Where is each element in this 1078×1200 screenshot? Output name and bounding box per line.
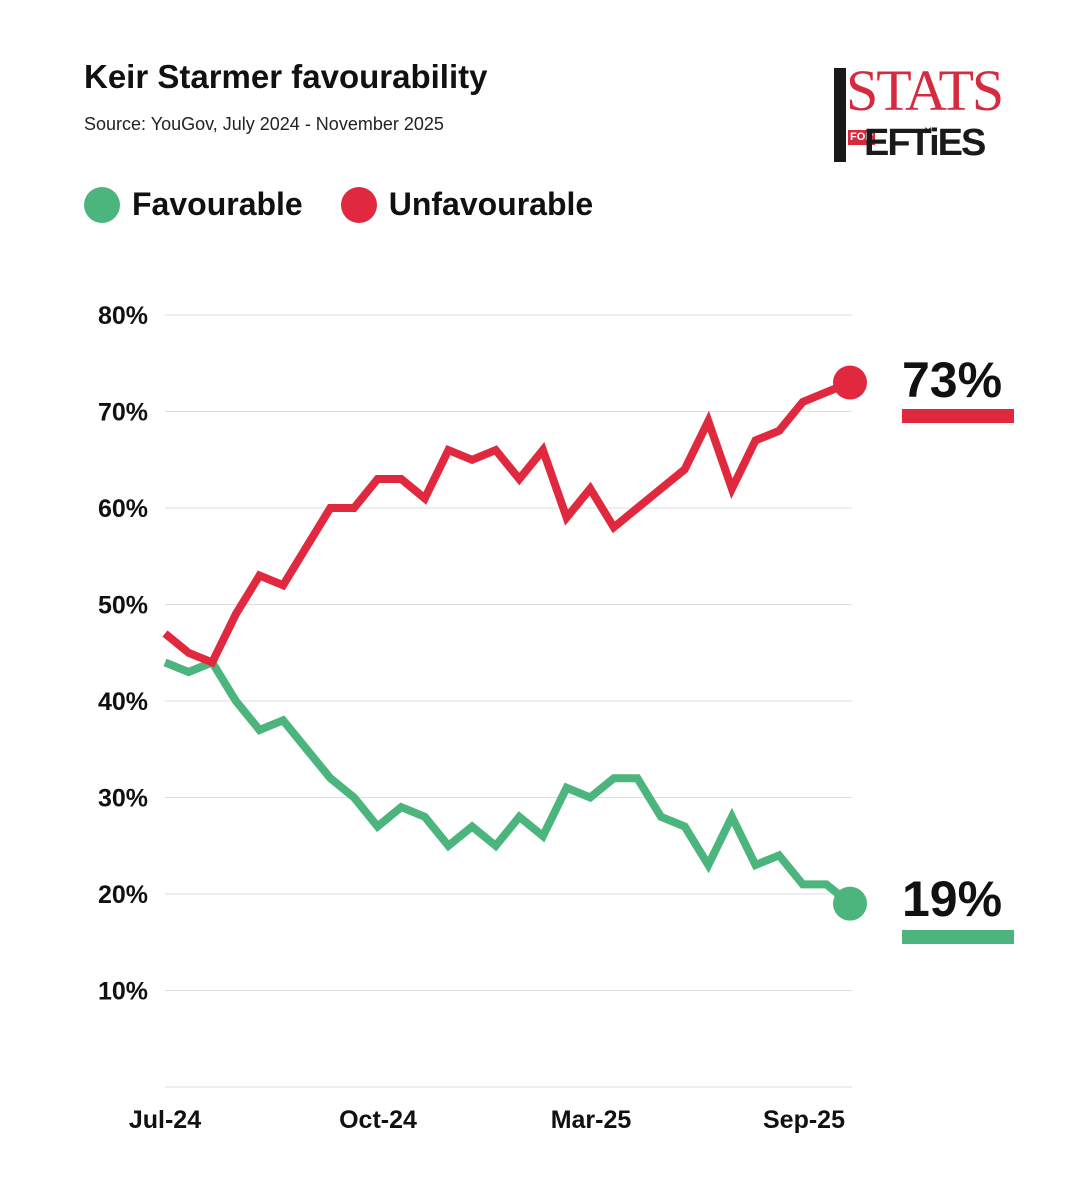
y-tick-label: 50% xyxy=(98,592,148,620)
legend-label-unfavourable: Unfavourable xyxy=(388,186,594,222)
end-underline-unfavourable xyxy=(902,408,1014,423)
legend: Favourable Unfavourable xyxy=(84,186,631,223)
series-end-dot-unfavourable xyxy=(833,365,867,400)
y-tick-label: 10% xyxy=(98,978,148,1006)
stats-for-lefties-logo: STATS FOR EFTiES × xyxy=(834,62,1004,164)
y-tick-label: 60% xyxy=(98,495,148,523)
logo-for-text: FOR xyxy=(848,130,876,145)
y-tick-label: 40% xyxy=(98,688,148,716)
legend-dot-unfavourable xyxy=(340,186,377,223)
logo-bottom-text: EFTiES xyxy=(864,122,986,164)
legend-dot-favourable xyxy=(84,186,120,223)
end-label-unfavourable: 73% xyxy=(902,351,1003,408)
chart-title: Keir Starmer favourability xyxy=(84,58,488,95)
logo-x-icon: × xyxy=(924,122,933,138)
legend-item-favourable: Favourable xyxy=(84,186,303,223)
x-tick-label: Sep-25 xyxy=(763,1106,845,1134)
y-tick-label: 30% xyxy=(98,785,148,813)
series-line-favourable xyxy=(163,657,853,907)
end-underline-favourable xyxy=(902,929,1014,944)
legend-label-favourable: Favourable xyxy=(132,186,303,222)
y-tick-label: 80% xyxy=(98,302,148,330)
end-label-favourable: 19% xyxy=(902,870,1003,927)
logo-top-text: STATS xyxy=(846,58,1004,123)
y-tick-label: 20% xyxy=(98,881,148,909)
logo-bar xyxy=(834,68,846,162)
legend-item-unfavourable: Unfavourable xyxy=(340,186,594,223)
x-tick-label: Jul-24 xyxy=(129,1106,201,1134)
series-line-unfavourable xyxy=(162,378,852,668)
x-tick-label: Mar-25 xyxy=(551,1106,632,1134)
series-end-dot-favourable xyxy=(833,886,867,921)
chart-subtitle: Source: YouGov, July 2024 - November 202… xyxy=(84,114,444,134)
y-tick-label: 70% xyxy=(98,399,148,427)
x-tick-label: Oct-24 xyxy=(339,1106,417,1134)
